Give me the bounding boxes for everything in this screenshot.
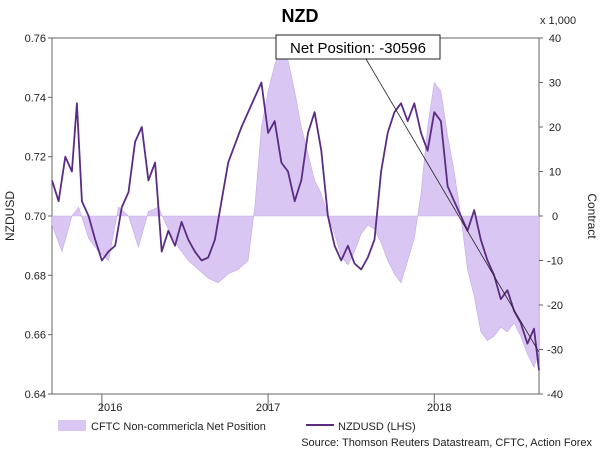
right-tick-label: 20 [549, 122, 561, 134]
right-tick-label: -20 [547, 300, 563, 312]
nzdusd-line [51, 81, 540, 371]
x-tick-label: 2018 [427, 402, 451, 414]
legend: CFTC Non-commericla Net Position NZDUSD … [58, 420, 416, 433]
net-position-area-layer [51, 46, 540, 369]
x-axis-ticks: 2016 2017 2018 [98, 394, 452, 414]
right-tick-label: -10 [547, 256, 563, 268]
annotation-leader-line [365, 58, 540, 353]
left-axis-label: NZDUSD [3, 191, 17, 241]
right-tick-label: 30 [549, 78, 561, 90]
left-tick-label: 0.66 [25, 330, 46, 342]
left-tick-label: 0.64 [25, 389, 46, 401]
annotation-text: Net Position: -30596 [290, 40, 426, 57]
source-note: Source: Thomson Reuters Datastream, CFTC… [301, 437, 592, 449]
left-tick-label: 0.76 [25, 33, 46, 45]
annotation-box [275, 34, 441, 60]
left-tick-label: 0.68 [25, 270, 46, 282]
left-tick-label: 0.72 [25, 152, 46, 164]
left-tick-label: 0.74 [25, 92, 46, 104]
right-axis-label: Contract [585, 193, 599, 239]
left-axis-ticks: 0.76 0.74 0.72 0.70 0.68 0.66 0.64 [25, 33, 52, 401]
legend-area-swatch [58, 420, 86, 431]
legend-line-label: NZDUSD (LHS) [338, 421, 416, 433]
x-tick-label: 2017 [256, 402, 280, 414]
left-tick-label: 0.70 [25, 211, 46, 223]
chart-title: NZD [282, 6, 319, 26]
right-tick-label: 10 [549, 167, 561, 179]
right-tick-label: -40 [547, 389, 563, 401]
right-axis-multiplier: x 1,000 [540, 15, 576, 27]
annotation-layer: Net Position: -30596 [275, 34, 540, 353]
right-axis-ticks: 40 30 20 10 0 -10 -20 -30 -40 [539, 33, 563, 401]
net-position-area [51, 46, 540, 369]
legend-area-label: CFTC Non-commericla Net Position [91, 421, 266, 433]
nzdusd-line-layer [51, 81, 540, 371]
x-tick-label: 2016 [98, 402, 122, 414]
right-tick-label: 40 [549, 33, 561, 45]
right-tick-label: -30 [547, 345, 563, 357]
right-tick-label: 0 [552, 211, 558, 223]
